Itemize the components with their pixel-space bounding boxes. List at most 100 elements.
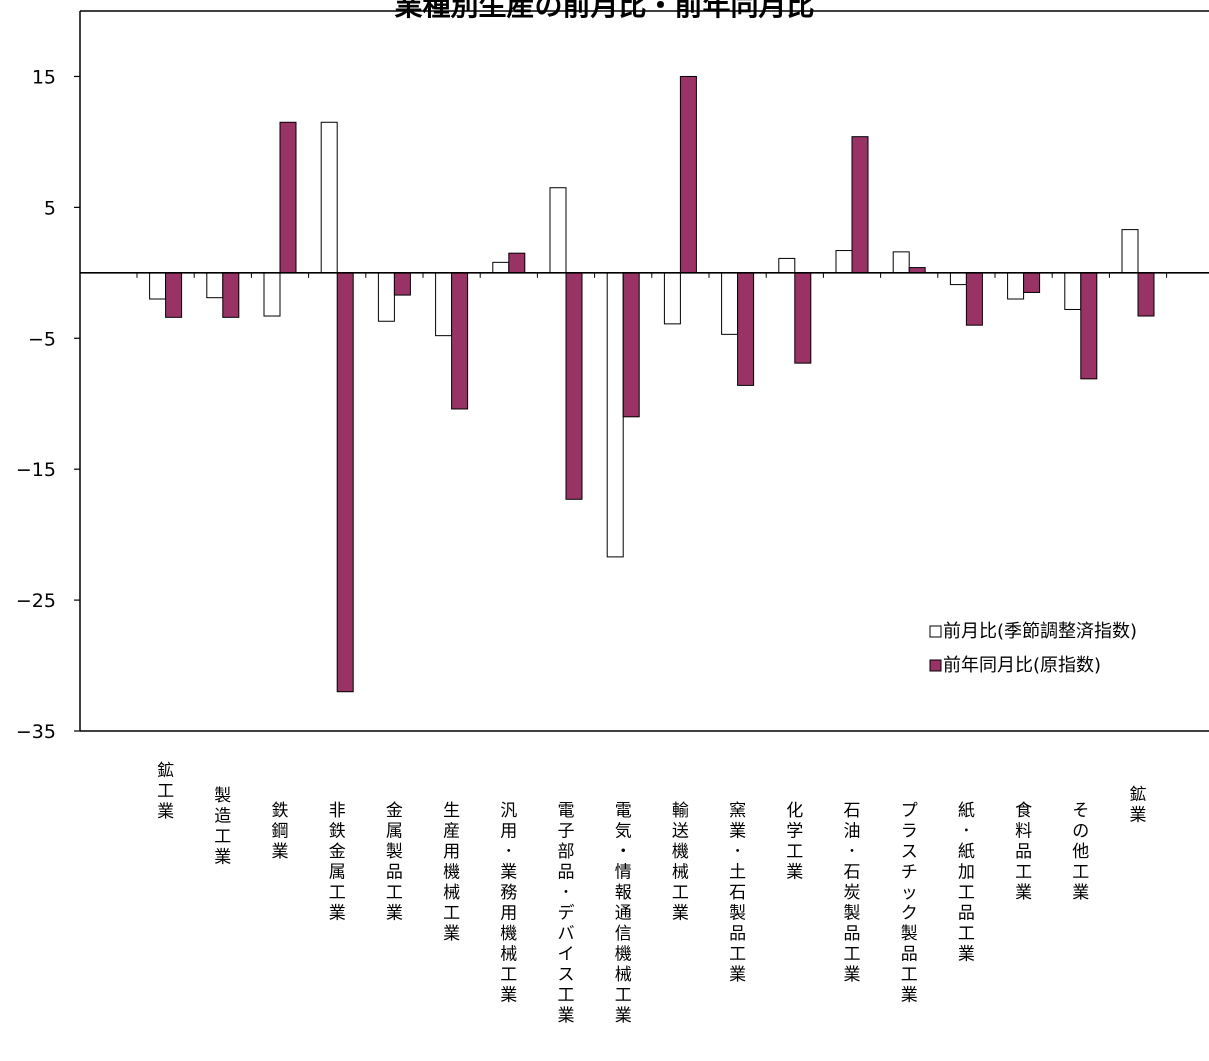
category-char: 機: [443, 863, 460, 883]
legend-swatch-1: [929, 659, 942, 672]
plot-frame: [79, 10, 1209, 732]
y-tick-label: 5: [44, 197, 56, 219]
category-char: 業: [500, 863, 517, 883]
legend-label-1: 前年同月比(原指数): [943, 655, 1101, 676]
category-char: ・: [615, 842, 632, 862]
category-char: 非: [329, 801, 346, 821]
category-char: 工: [157, 782, 174, 802]
category-char: ス: [901, 842, 918, 862]
category-char: 用: [500, 822, 517, 842]
x-axis-ticks: [136, 272, 1168, 278]
category-char: 電: [615, 801, 632, 821]
legend-swatch-0: [929, 625, 942, 638]
category-char: 品: [386, 863, 403, 883]
bar-mom-7: [549, 187, 567, 274]
bars: [149, 75, 1155, 693]
bar-yoy-10: [737, 272, 755, 386]
category-char: 子: [558, 822, 575, 842]
category-char: 工: [672, 883, 689, 903]
category-char: 工: [958, 924, 975, 944]
category-char: ･: [505, 842, 514, 862]
category-label-0: 鉱工業: [157, 761, 174, 822]
category-label-2: 鉄鋼業: [272, 801, 289, 862]
bar-mom-12: [835, 250, 853, 274]
bar-yoy-3: [336, 272, 354, 693]
category-char: 業: [901, 986, 918, 1006]
category-label-17: 鉱業: [1130, 785, 1147, 826]
category-char: ス: [558, 965, 575, 985]
bar-mom-10: [721, 272, 739, 335]
category-char: 電: [558, 801, 575, 821]
category-char: 鉄: [272, 801, 289, 821]
bar-yoy-17: [1137, 272, 1155, 317]
bar-yoy-9: [679, 75, 697, 274]
category-char: 務: [500, 883, 517, 903]
category-char: 業: [500, 986, 517, 1006]
category-char: 工: [500, 965, 517, 985]
y-tick-label: −25: [16, 590, 56, 612]
bar-yoy-14: [965, 272, 983, 326]
category-char: 業: [386, 904, 403, 924]
category-char: ･: [848, 842, 857, 862]
bar-yoy-15: [1023, 272, 1041, 293]
category-char: 工: [615, 986, 632, 1006]
category-char: 紙: [958, 842, 975, 862]
category-char: 情: [615, 863, 632, 883]
bar-mom-6: [492, 261, 510, 274]
category-char: 通: [615, 904, 632, 924]
bar-mom-0: [149, 272, 167, 300]
category-char: 業: [786, 863, 803, 883]
bar-mom-5: [435, 272, 453, 337]
category-char: 製: [386, 842, 403, 862]
category-char: 工: [386, 883, 403, 903]
category-char: 石: [729, 883, 746, 903]
bar-mom-9: [663, 272, 681, 325]
category-char: 業: [329, 904, 346, 924]
legend: 前月比(季節調整済指数) 前年同月比(原指数): [929, 621, 1137, 676]
category-char: 気: [615, 822, 632, 842]
category-char: 油: [844, 822, 861, 842]
category-char: ･: [562, 883, 571, 903]
bar-yoy-2: [279, 121, 297, 274]
bar-mom-16: [1064, 272, 1082, 310]
category-char: 学: [786, 822, 803, 842]
bar-yoy-5: [451, 272, 469, 410]
category-char: 業: [1015, 883, 1032, 903]
category-char: 品: [558, 863, 575, 883]
category-char: 工: [1072, 863, 1089, 883]
bar-mom-15: [1007, 272, 1025, 300]
y-tick-label: −5: [28, 328, 56, 350]
category-char: 械: [500, 945, 517, 965]
category-labels: 鉱工業製造工業鉄鋼業非鉄金属工業金属製品工業生産用機械工業汎用･業務用機械工業電…: [157, 761, 1146, 1026]
bar-mom-17: [1121, 229, 1139, 274]
category-char: 品: [901, 945, 918, 965]
category-char: 化: [786, 801, 803, 821]
y-tick-label: −15: [16, 459, 56, 481]
category-char: 金: [329, 842, 346, 862]
category-char: 造: [214, 807, 231, 827]
category-char: 紙: [958, 801, 975, 821]
category-char: 工: [844, 945, 861, 965]
category-char: 品: [729, 924, 746, 944]
bar-mom-13: [892, 251, 910, 274]
category-char: 械: [443, 883, 460, 903]
category-char: 業: [844, 965, 861, 985]
bar-mom-4: [377, 272, 395, 322]
category-char: 鉄: [329, 822, 346, 842]
category-char: 業: [157, 802, 174, 822]
bar-yoy-12: [851, 136, 869, 274]
bar-mom-11: [778, 257, 796, 274]
category-char: の: [1072, 822, 1089, 842]
category-char: 工: [729, 945, 746, 965]
category-char: 用: [500, 904, 517, 924]
category-char: 窯: [729, 801, 746, 821]
bar-yoy-6: [508, 252, 526, 274]
category-char: 機: [672, 842, 689, 862]
